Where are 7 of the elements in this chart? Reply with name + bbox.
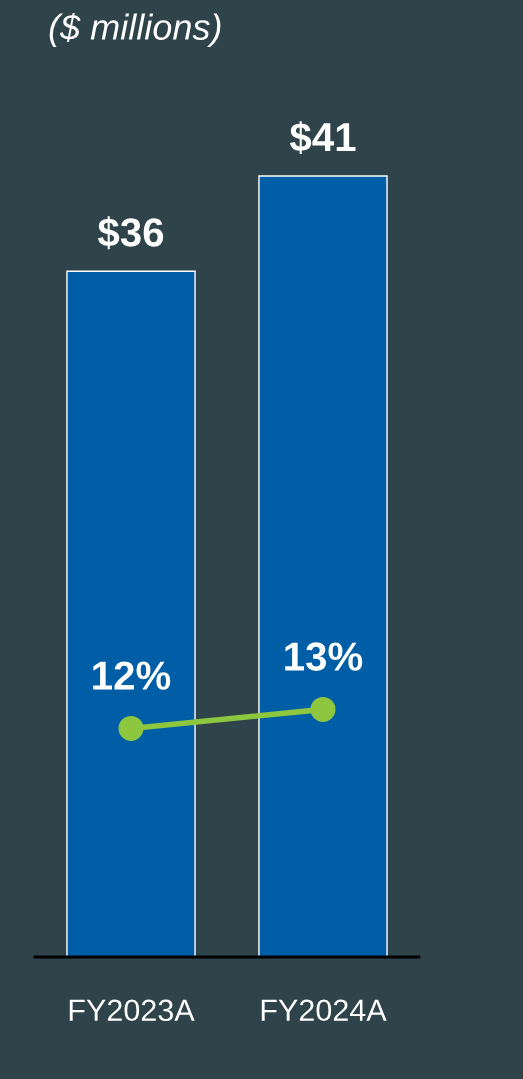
data-label: $36 bbox=[97, 216, 164, 250]
chart-subtitle: ($ millions) bbox=[49, 12, 221, 48]
data-label: $41 bbox=[289, 121, 356, 155]
x-tick-label: FY2024A bbox=[261, 999, 387, 1022]
x-tick-label: FY2023A bbox=[69, 999, 195, 1022]
data-label: 13% bbox=[285, 642, 363, 671]
data-label: 12% bbox=[93, 661, 171, 690]
